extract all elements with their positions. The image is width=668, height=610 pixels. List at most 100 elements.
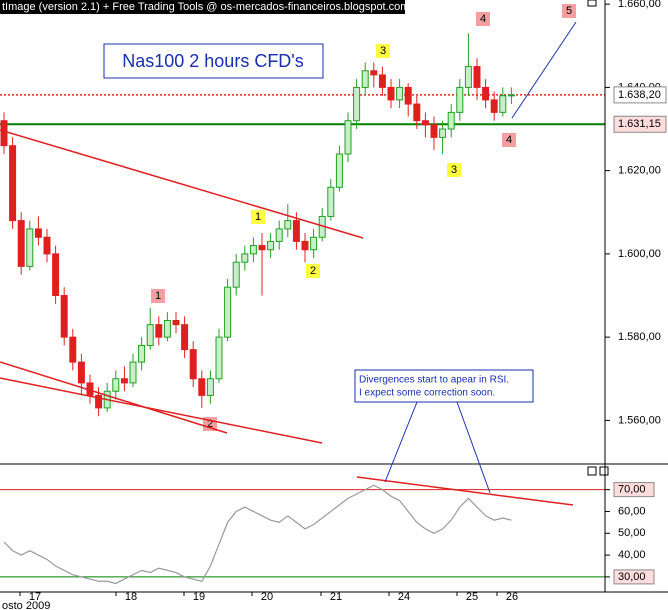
candle-body (163, 319, 171, 338)
pointer-line (456, 401, 491, 494)
price-label: 1.638,20 (618, 89, 661, 101)
candle-body (95, 394, 103, 409)
wave-box (447, 163, 461, 177)
candle-body (0, 120, 8, 147)
pointer-line (384, 401, 418, 483)
wave-label: 3 (451, 164, 457, 176)
candle-body (387, 86, 395, 101)
candle-body (43, 236, 51, 255)
chart-title: Nas100 2 hours CFD's (122, 51, 304, 71)
y-tick-label: 30,00 (618, 571, 646, 583)
candle-body (292, 220, 300, 242)
candle-body (447, 111, 455, 130)
x-tick-label: 17 (29, 591, 41, 603)
y-tick-label: 1.580,00 (618, 331, 661, 343)
y-tick-label: 1.660,00 (618, 0, 661, 10)
level-box (613, 482, 655, 498)
candle-body (413, 103, 421, 122)
candle-body (181, 324, 189, 351)
footer-text: osto 2009 (2, 600, 50, 610)
window-button[interactable] (587, 466, 597, 476)
wave-box (376, 44, 390, 58)
candle-body (499, 95, 507, 113)
projection-line (511, 21, 577, 119)
candle-body (224, 286, 232, 338)
candle-body (146, 324, 154, 346)
wave-label: 4 (506, 134, 512, 146)
candle-body (310, 236, 318, 251)
window-button[interactable] (599, 466, 609, 476)
candle-body (267, 240, 275, 251)
x-tick-label: 18 (125, 591, 137, 603)
candle-body (482, 86, 490, 101)
candle-body (301, 240, 309, 251)
trend-line (0, 377, 323, 444)
wave-box (562, 4, 576, 18)
y-tick-label: 60,00 (618, 505, 646, 517)
candle-body (249, 245, 257, 255)
wave-box (476, 12, 490, 26)
wave-label: 1 (255, 211, 261, 223)
window-button[interactable] (587, 0, 597, 7)
candle-body (52, 253, 60, 297)
candle-body (404, 86, 412, 105)
candle-body (198, 378, 206, 396)
candle-body (232, 261, 240, 288)
candle-body (77, 361, 85, 384)
y-tick-label: 40,00 (618, 549, 646, 561)
candle-body (439, 128, 447, 138)
candle-body (120, 378, 128, 384)
header-text: tImage (version 2.1) + Free Trading Tool… (2, 1, 409, 13)
x-tick-label: 24 (398, 591, 410, 603)
note-text: Divergences start to apear in RSI. (359, 375, 509, 386)
wave-box (151, 289, 165, 303)
candle-body (34, 228, 42, 238)
trend-line (0, 129, 364, 239)
candle-body (172, 319, 180, 326)
price-box (613, 115, 667, 133)
y-tick-label: 1.560,00 (618, 414, 661, 426)
x-tick-label: 26 (506, 591, 518, 603)
wave-label: 4 (480, 13, 486, 25)
candle-body (370, 70, 378, 76)
candle-body (473, 66, 481, 88)
trend-line (356, 476, 574, 506)
rsi-line (3, 484, 512, 585)
level-box (613, 569, 655, 585)
candle-body (430, 124, 438, 138)
candle-body (215, 336, 223, 380)
wave-label: 2 (207, 418, 213, 430)
wave-box (502, 133, 516, 147)
title-box (103, 43, 324, 79)
candle-body (396, 86, 404, 101)
candle-body (189, 349, 197, 380)
candle-body (327, 186, 335, 217)
trend-line (0, 361, 228, 434)
wave-label: 1 (155, 290, 161, 302)
candle-body (421, 120, 429, 126)
x-tick-label: 19 (193, 591, 205, 603)
y-tick-label: 1.620,00 (618, 165, 661, 177)
candle-body (361, 70, 369, 88)
candle-body (206, 378, 214, 396)
note-text: I expect some correction soon. (359, 388, 495, 399)
candle-body (275, 228, 283, 242)
wave-label: 5 (566, 5, 572, 17)
candle-body (378, 74, 386, 88)
candle-body (69, 336, 77, 363)
x-tick-label: 21 (330, 591, 342, 603)
candle-body (155, 324, 163, 338)
candle-body (112, 378, 120, 392)
price-box (613, 86, 667, 104)
candle-body (507, 94, 515, 97)
candle-body (456, 86, 464, 113)
y-tick-label: 1.600,00 (618, 248, 661, 260)
y-tick-label: 70,00 (618, 484, 646, 496)
note-box (354, 369, 534, 403)
candle-body (241, 253, 249, 263)
x-tick-label: 25 (466, 591, 478, 603)
candle-body (258, 245, 266, 251)
candle-body (490, 99, 498, 113)
